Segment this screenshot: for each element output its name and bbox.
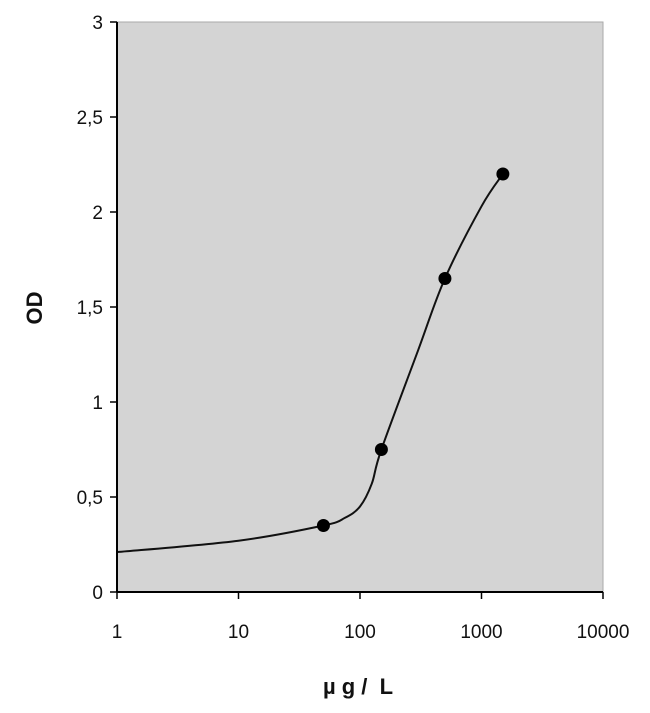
y-tick-label: 1 (92, 393, 103, 414)
data-point (316, 519, 330, 532)
plot-area (116, 21, 604, 593)
y-tick-label: 2 (92, 203, 103, 224)
x-axis-label: µ g / L (323, 674, 393, 699)
y-tick-label: 0,5 (77, 488, 103, 509)
y-tick-label: 1,5 (77, 298, 103, 319)
y-axis-label: OD (22, 292, 47, 325)
x-tick-label: 10 (228, 622, 249, 643)
y-tick-label: 3 (92, 13, 103, 34)
data-point (374, 443, 388, 456)
x-tick-label: 100 (344, 622, 376, 643)
x-tick-label: 10000 (577, 622, 630, 643)
y-tick-label: 2,5 (77, 108, 103, 129)
x-tick-label: 1 (112, 622, 123, 643)
y-tick-label: 0 (92, 583, 103, 604)
x-tick-label: 1000 (460, 622, 502, 643)
data-point (496, 167, 510, 181)
fit-curve (116, 173, 504, 554)
data-point (438, 272, 452, 285)
